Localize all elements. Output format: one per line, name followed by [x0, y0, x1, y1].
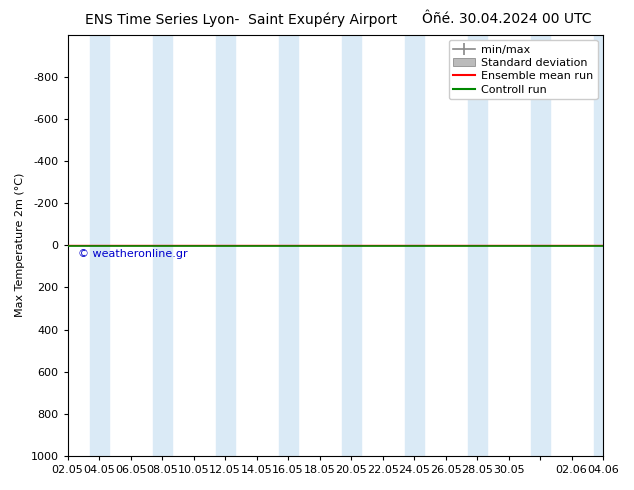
Bar	[404, 35, 424, 456]
Bar	[342, 35, 361, 456]
Y-axis label: Max Temperature 2m (°C): Max Temperature 2m (°C)	[15, 173, 25, 318]
Bar	[153, 35, 172, 456]
Bar	[593, 35, 612, 456]
Legend: min/max, Standard deviation, Ensemble mean run, Controll run: min/max, Standard deviation, Ensemble me…	[449, 40, 598, 99]
Text: © weatheronline.gr: © weatheronline.gr	[78, 249, 188, 259]
Bar	[531, 35, 550, 456]
Text: Ôñé. 30.04.2024 00 UTC: Ôñé. 30.04.2024 00 UTC	[422, 12, 592, 26]
Bar	[468, 35, 486, 456]
Bar	[89, 35, 108, 456]
Bar	[216, 35, 235, 456]
Text: ENS Time Series Lyon-  Saint Exupéry Airport: ENS Time Series Lyon- Saint Exupéry Airp…	[85, 12, 397, 27]
Bar	[279, 35, 297, 456]
